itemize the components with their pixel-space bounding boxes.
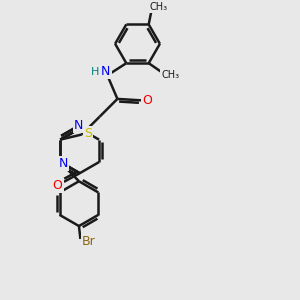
Text: N: N <box>101 65 111 78</box>
Text: H: H <box>91 67 100 77</box>
Text: S: S <box>84 127 92 140</box>
Text: CH₃: CH₃ <box>161 70 179 80</box>
Text: N: N <box>74 118 83 131</box>
Text: O: O <box>52 179 62 192</box>
Text: CH₃: CH₃ <box>150 2 168 12</box>
Text: N: N <box>58 157 68 170</box>
Text: Br: Br <box>82 235 96 248</box>
Text: O: O <box>142 94 152 107</box>
